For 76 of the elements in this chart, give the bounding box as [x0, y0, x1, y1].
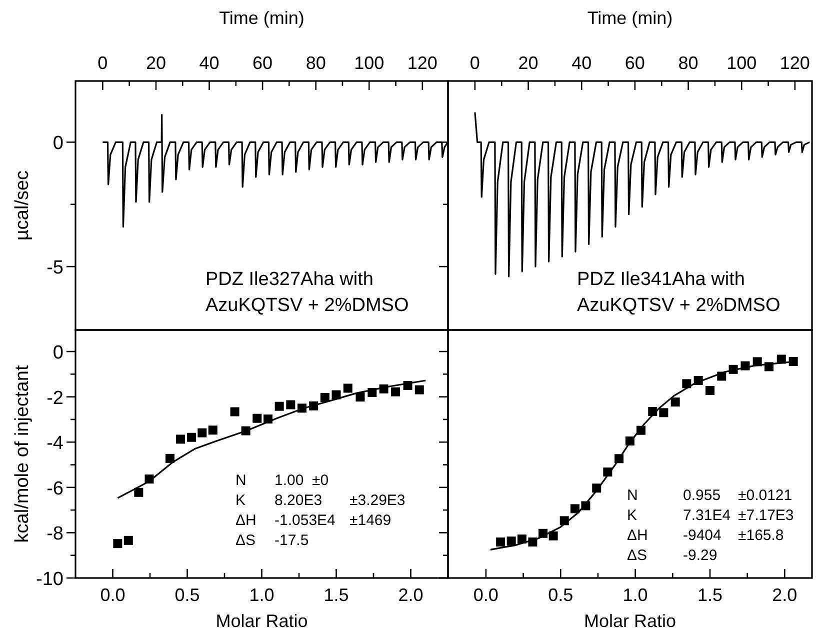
x-tick-label: 120	[780, 53, 810, 73]
y-tick-label: 0	[52, 133, 64, 154]
point	[176, 434, 186, 444]
point	[187, 432, 196, 442]
point	[208, 426, 218, 435]
point	[788, 356, 798, 366]
text: N 0.955 ±0.0121	[627, 487, 792, 504]
x-tick-label: 1.0	[249, 585, 274, 605]
x-tick-label: 2.0	[772, 585, 798, 605]
x-tick-label: 40	[199, 53, 220, 73]
point	[670, 398, 680, 407]
y-tick-label: -5	[46, 258, 64, 279]
x-tick-label: 100	[726, 53, 757, 73]
x-tick-label: 0.0	[473, 585, 498, 605]
y-axis-title: kcal/mole of injectant	[12, 364, 33, 543]
y-tick-label: -4	[46, 433, 64, 454]
y-tick-label: -8	[46, 524, 64, 545]
point	[570, 504, 580, 514]
x-axis-title: Molar Ratio	[584, 611, 676, 631]
x-tick-label: 80	[678, 53, 698, 73]
x-axis-title: Time (min)	[219, 8, 304, 28]
point	[320, 392, 330, 402]
x-axis-title: Molar Ratio	[216, 611, 308, 631]
point	[274, 402, 284, 411]
x-tick-label: 0.5	[174, 585, 200, 605]
x-tick-label: 60	[252, 53, 273, 73]
x-tick-label: 100	[354, 53, 384, 73]
point	[134, 488, 144, 497]
annotation: PDZ Ile341Aha with	[577, 269, 745, 290]
annotation: AzuKQTSV + 2%DMSO	[206, 295, 409, 316]
point	[414, 385, 424, 394]
x-tick-label: 0.0	[100, 585, 126, 605]
text: K 7.31E4 ±7.17E3	[627, 507, 794, 524]
text: ΔS -17.5	[236, 532, 309, 549]
x-tick-label: 0.5	[548, 585, 574, 605]
x-tick-label: 60	[624, 53, 645, 73]
x-tick-label: 2.0	[398, 585, 424, 605]
x-tick-label: 0	[470, 53, 480, 73]
text: ΔH -1.053E4 ±1469	[236, 512, 392, 529]
text: ΔS -9.29	[627, 547, 718, 564]
point	[343, 384, 352, 393]
x-tick-label: 20	[518, 53, 538, 73]
point	[198, 428, 207, 438]
point	[506, 536, 516, 546]
annotation: AzuKQTSV + 2%DMSO	[577, 295, 780, 316]
x-tick-label: 20	[146, 53, 166, 73]
point	[548, 531, 558, 540]
x-tick-label: 80	[306, 53, 326, 73]
point	[124, 536, 133, 545]
text: K 8.20E3 ±3.29E3	[236, 492, 406, 509]
text: N 1.00 ±0	[236, 472, 329, 489]
point	[391, 387, 400, 396]
point	[705, 386, 714, 395]
annotation: PDZ Ile327Aha with	[206, 269, 374, 290]
point	[659, 408, 668, 418]
y-tick-label: 0	[52, 342, 64, 364]
y-tick-label: -10	[36, 569, 64, 590]
x-tick-label: 1.0	[622, 585, 648, 605]
point	[113, 539, 122, 548]
point	[682, 379, 692, 388]
point	[356, 392, 365, 402]
x-axis-title: Time (min)	[587, 8, 673, 28]
point	[230, 407, 240, 416]
y-axis-title: µcal/sec	[12, 170, 33, 241]
point	[286, 400, 296, 410]
x-tick-label: 40	[572, 53, 592, 73]
point	[496, 537, 506, 546]
text: ΔH -9404 ±165.8	[627, 527, 784, 544]
x-tick-label: 120	[407, 53, 438, 73]
y-tick-label: -6	[46, 478, 64, 500]
point	[165, 454, 174, 463]
x-tick-label: 1.5	[324, 585, 349, 605]
point	[252, 414, 262, 423]
x-tick-label: 0	[98, 53, 108, 73]
y-tick-label: -2	[46, 388, 64, 409]
x-tick-label: 1.5	[697, 585, 722, 605]
